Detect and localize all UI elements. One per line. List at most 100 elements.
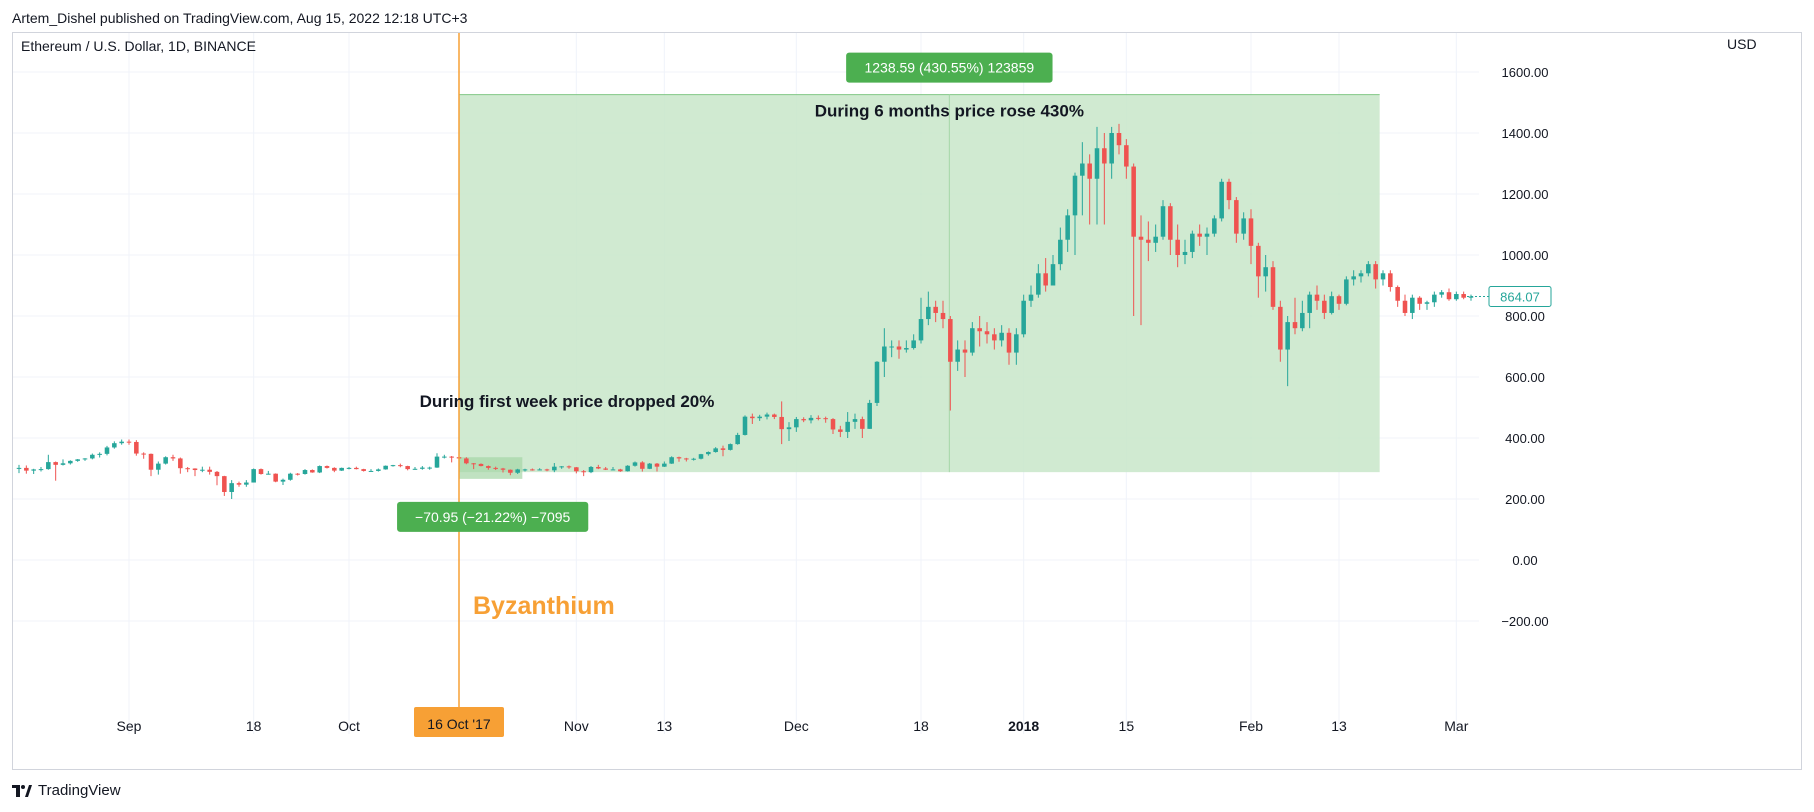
candle-body xyxy=(1263,267,1268,277)
candle-body xyxy=(1014,334,1019,353)
small-range-badge: −70.95 (−21.22%) −7095 xyxy=(397,501,589,532)
candle-body xyxy=(559,466,564,468)
candle-body xyxy=(346,467,352,469)
candle-body xyxy=(764,414,770,417)
candle-body xyxy=(222,476,227,492)
candle-body xyxy=(1461,294,1466,298)
last-price-box xyxy=(1488,285,1552,307)
footer-brand-text: TradingView xyxy=(38,782,121,799)
candle-body xyxy=(1358,273,1364,277)
candle-body xyxy=(1380,273,1386,280)
candlestick-chart[interactable]: 1238.59 (430.55%) 123859 −70.95 (−21.22%)… xyxy=(13,33,1801,769)
small-range-note: During first week price dropped 20% xyxy=(420,392,715,411)
candle-body xyxy=(339,467,344,471)
candle-body xyxy=(720,448,726,450)
candle-body xyxy=(310,470,315,473)
candle-body xyxy=(1454,294,1459,300)
candle-body xyxy=(1153,236,1158,243)
candle-body xyxy=(1424,302,1430,304)
candle-body xyxy=(1329,296,1334,313)
currency-label: USD xyxy=(1727,36,1757,52)
time-tick-label: 13 xyxy=(1331,718,1347,734)
candle-body xyxy=(163,457,168,464)
big-range-note: During 6 months price rose 430% xyxy=(815,102,1084,121)
candle-body xyxy=(90,454,95,459)
time-tick-label: Sep xyxy=(117,718,142,734)
candle-body xyxy=(588,466,594,473)
candle-body xyxy=(1116,133,1122,146)
candle-body xyxy=(566,466,572,468)
candle-body xyxy=(97,453,102,455)
candle-body xyxy=(361,469,366,471)
candle-body xyxy=(1234,200,1239,234)
candle-body xyxy=(16,467,22,469)
candle-body xyxy=(698,454,704,459)
candle-body xyxy=(1212,218,1217,234)
tradingview-logo-icon xyxy=(12,784,32,797)
time-tick-label: 18 xyxy=(246,718,262,734)
candle-body xyxy=(1006,332,1012,353)
candle-body xyxy=(1197,233,1202,237)
candle-body xyxy=(1278,306,1283,350)
candle-body xyxy=(178,458,183,469)
candle-body xyxy=(207,469,212,472)
candle-body xyxy=(933,306,938,313)
candle-body xyxy=(332,467,337,471)
candle-body xyxy=(288,473,293,480)
big-range-badge: 1238.59 (430.55%) 123859 xyxy=(846,52,1053,83)
time-tick-label: 15 xyxy=(1119,718,1135,734)
candle-body xyxy=(508,469,513,473)
candle-body xyxy=(992,334,997,341)
candle-body xyxy=(251,469,256,483)
candle-body xyxy=(1021,300,1026,335)
candle-body xyxy=(420,467,425,469)
candle-body xyxy=(625,465,630,472)
small-range-fill xyxy=(459,457,523,479)
candle-body xyxy=(185,468,190,470)
candle-body xyxy=(1226,181,1232,201)
candle-body xyxy=(1432,294,1437,303)
price-tick-label: 800.00 xyxy=(1505,309,1545,324)
candle-body xyxy=(442,456,447,458)
candle-body xyxy=(970,328,975,353)
candle-body xyxy=(500,468,506,470)
candle-body xyxy=(478,463,484,467)
candle-body xyxy=(1270,267,1276,307)
candle-body xyxy=(1300,312,1305,329)
candle-body xyxy=(31,469,36,471)
candle-body xyxy=(772,414,777,417)
candle-body xyxy=(493,467,498,469)
last-price-label: 864.07 xyxy=(1500,289,1540,304)
time-axis: Sep 18 Oct Nov 13 Dec 18 2018 15 Feb 13 Mar 16 Oct '… xyxy=(117,707,1469,737)
annotations: 1238.59 (430.55%) 123859 −70.95 (−21.22%)… xyxy=(397,33,1084,735)
candle-body xyxy=(999,332,1004,341)
candle-body xyxy=(434,456,440,468)
candle-body xyxy=(53,462,58,465)
big-range-badge-bg xyxy=(846,52,1053,83)
candle-body xyxy=(1388,273,1393,288)
candle-body xyxy=(1028,294,1034,301)
event-date-label: 16 Oct '17 xyxy=(427,716,491,732)
candle-body xyxy=(735,434,740,445)
price-tick-label: 0.00 xyxy=(1512,553,1537,568)
symbol-title: Ethereum / U.S. Dollar, 1D, BINANCE xyxy=(21,38,256,54)
candle-body xyxy=(918,319,924,341)
candle-body xyxy=(24,467,29,471)
candle-body xyxy=(882,346,887,362)
candle-body xyxy=(940,312,946,320)
candle-body xyxy=(1094,148,1100,179)
candle-body xyxy=(684,458,689,460)
candle-body xyxy=(148,453,154,470)
price-tick-label: 200.00 xyxy=(1505,492,1545,507)
candle-body xyxy=(889,346,894,348)
candle-body xyxy=(1204,233,1210,237)
time-tick-label: 2018 xyxy=(1008,718,1039,734)
event-caption: Byzanthium xyxy=(473,592,615,620)
candle-body xyxy=(1439,292,1444,295)
candle-body xyxy=(962,349,968,353)
candle-body xyxy=(273,473,278,482)
candle-body xyxy=(427,467,432,469)
candle-body xyxy=(728,444,733,450)
candle-body xyxy=(134,441,139,454)
price-axis: 1600.00 1400.00 1200.00 1000.00 800.00 600.00… xyxy=(1467,65,1552,629)
